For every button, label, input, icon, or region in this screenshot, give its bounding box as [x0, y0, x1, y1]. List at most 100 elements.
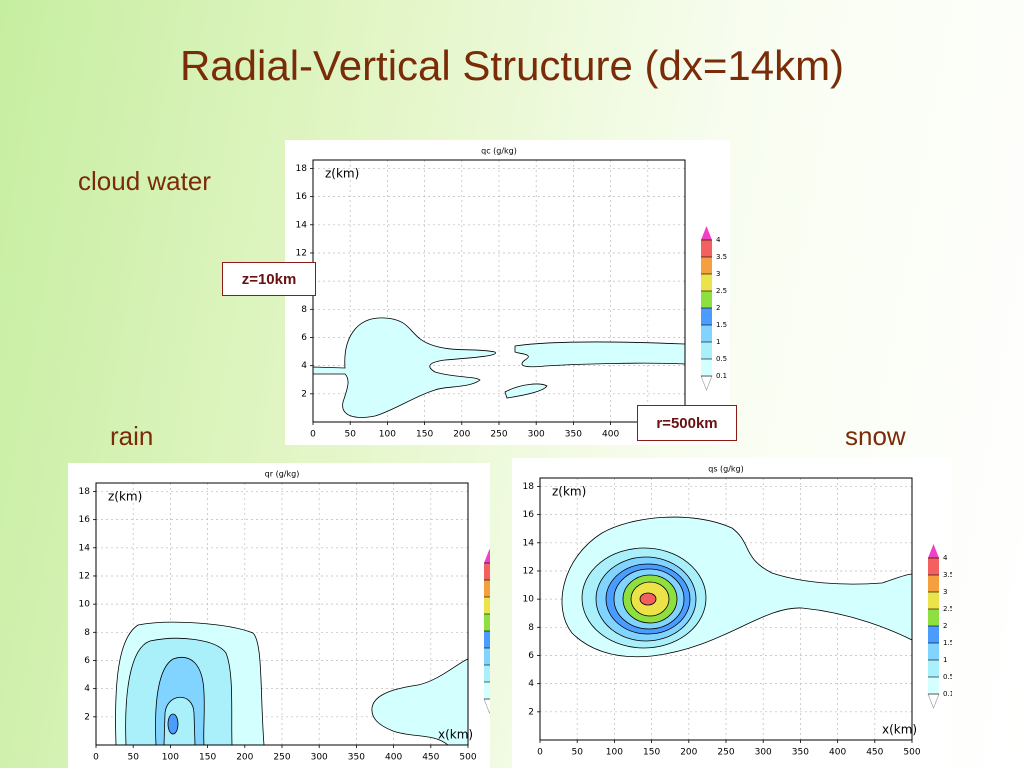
y-tick-label: 6 — [301, 333, 307, 343]
frame — [95, 482, 469, 746]
x-tick-label: 450 — [422, 753, 439, 763]
colorbar-label: 1.5 — [716, 321, 727, 329]
label: cloud water — [78, 166, 211, 196]
colorbar-segment — [928, 677, 939, 694]
colorbar-label: 3 — [716, 270, 720, 278]
y-tick-label: 16 — [523, 510, 535, 520]
x-tick-label: 50 — [571, 748, 583, 758]
colorbar-label: 1 — [716, 338, 720, 346]
x-tick-label: 350 — [792, 748, 809, 758]
x-tick-label: 250 — [273, 753, 290, 763]
plot-title: qr (g/kg) — [265, 470, 300, 479]
plot: 0501001502002503003504004505002468101214… — [285, 140, 730, 445]
colorbar-segment — [701, 325, 712, 342]
contours — [115, 621, 469, 746]
x-tick-label: 150 — [199, 753, 216, 763]
colorbar-label: 0.1 — [943, 690, 952, 698]
colorbar-segment — [701, 342, 712, 359]
colorbar-segment — [701, 291, 712, 308]
x-tick-label: 300 — [528, 430, 545, 440]
colorbar-label: 4 — [716, 236, 721, 244]
x-tick-label: 0 — [93, 753, 99, 763]
contours — [312, 317, 686, 418]
y-tick-label: 2 — [301, 389, 307, 399]
colorbar-segment — [484, 682, 490, 699]
x-tick-label: 0 — [537, 748, 543, 758]
y-tick-label: 12 — [296, 248, 307, 258]
colorbar-label: 0.5 — [716, 355, 727, 363]
x-tick-label: 100 — [379, 430, 396, 440]
x-tick-label: 50 — [127, 753, 139, 763]
x-tick-label: 300 — [755, 748, 772, 758]
colorbar-segment — [484, 631, 490, 648]
x-tick-label: 250 — [490, 430, 507, 440]
colorbar-segment — [484, 614, 490, 631]
colorbar-label: 0.5 — [943, 673, 952, 681]
callout: z=10km — [222, 262, 316, 296]
colorbar-label: 0.1 — [716, 372, 727, 380]
contours — [561, 516, 913, 658]
colorbar-segment — [928, 592, 939, 609]
y-tick-label: 8 — [528, 623, 534, 633]
y-tick-label: 12 — [523, 566, 534, 576]
x-tick-label: 0 — [310, 430, 316, 440]
label: rain — [110, 421, 154, 451]
colorbar-segment — [928, 660, 939, 677]
colorbar-segment — [928, 558, 939, 575]
colorbar-segment — [701, 257, 712, 274]
x-label: x(km) — [438, 728, 473, 742]
y-tick-label: 14 — [523, 538, 535, 548]
x-tick-label: 50 — [344, 430, 356, 440]
x-tick-label: 500 — [903, 748, 920, 758]
y-tick-label: 4 — [528, 679, 534, 689]
y-tick-label: 10 — [523, 595, 535, 605]
x-tick-label: 100 — [162, 753, 179, 763]
colorbar-label: 3 — [943, 588, 947, 596]
slide-title: Radial-Vertical Structure (dx=14km) — [179, 42, 845, 89]
y-tick-label: 6 — [84, 656, 90, 666]
colorbar-segment — [484, 648, 490, 665]
y-tick-label: 16 — [79, 515, 91, 525]
y-tick-label: 16 — [296, 192, 308, 202]
colorbar-label: 3.5 — [716, 253, 727, 261]
colorbar-end — [484, 549, 490, 563]
colorbar-label: 1.5 — [943, 639, 952, 647]
x-tick-label: 500 — [459, 753, 476, 763]
colorbar-label: 2 — [943, 622, 947, 630]
y-tick-label: 4 — [301, 361, 307, 371]
colorbar-label: 2.5 — [716, 287, 727, 295]
colorbar-segment — [484, 597, 490, 614]
colorbar-segment — [701, 359, 712, 376]
colorbar-end — [927, 693, 940, 709]
y-tick-label: 10 — [79, 600, 91, 610]
x-tick-label: 250 — [717, 748, 734, 758]
y-tick-label: 18 — [79, 487, 91, 497]
colorbar-end — [700, 375, 713, 391]
plot-title: qs (g/kg) — [708, 465, 744, 474]
colorbar-label: 2 — [716, 304, 720, 312]
y-tick-label: 8 — [84, 628, 90, 638]
x-tick-label: 150 — [416, 430, 433, 440]
x-tick-label: 350 — [565, 430, 582, 440]
x-tick-label: 400 — [385, 753, 402, 763]
y-tick-label: 6 — [528, 651, 534, 661]
colorbar-end — [701, 226, 712, 240]
colorbar-segment — [928, 626, 939, 643]
y-tick-label: 8 — [301, 305, 307, 315]
x-tick-label: 450 — [866, 748, 883, 758]
y-tick-label: 4 — [84, 684, 90, 694]
x-tick-label: 200 — [680, 748, 697, 758]
colorbar-label: 1 — [943, 656, 947, 664]
x-tick-label: 350 — [348, 753, 365, 763]
y-tick-label: 2 — [84, 712, 90, 722]
grid — [312, 160, 686, 422]
x-tick-label: 300 — [311, 753, 328, 763]
label: snow — [845, 421, 906, 451]
x-label: x(km) — [882, 723, 917, 737]
colorbar-end — [928, 544, 939, 558]
x-tick-label: 400 — [602, 430, 619, 440]
x-tick-label: 150 — [643, 748, 660, 758]
colorbar-segment — [484, 665, 490, 682]
